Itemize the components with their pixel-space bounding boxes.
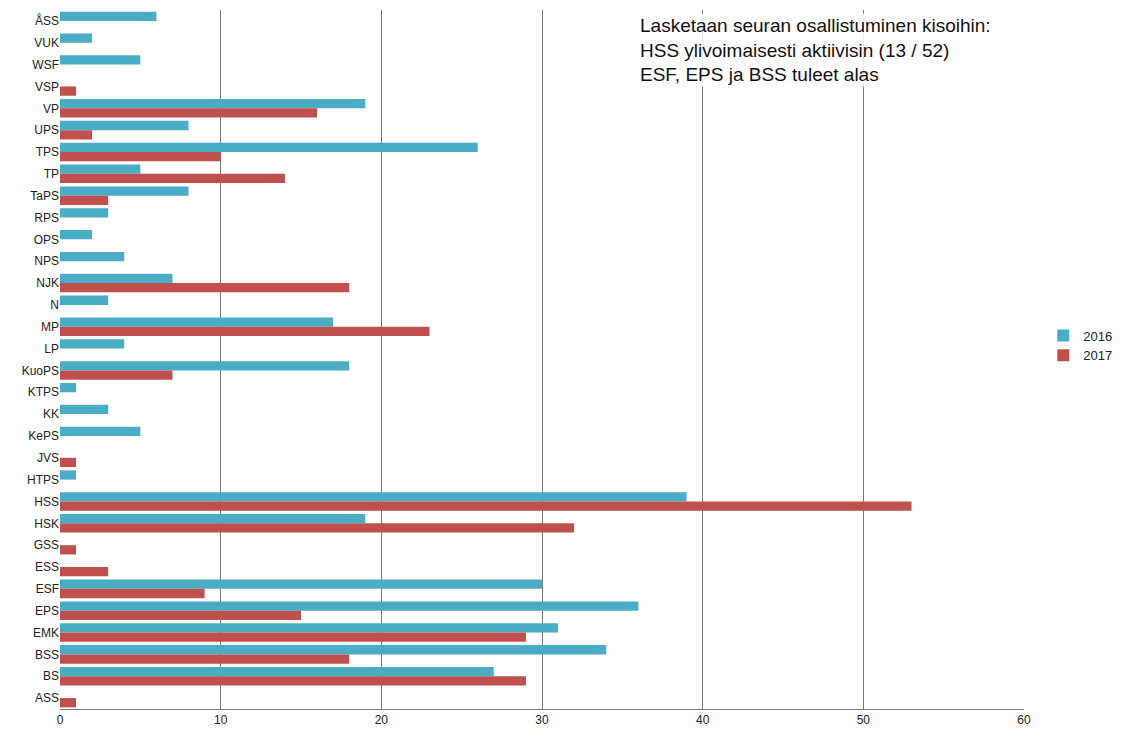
svg-text:EMK: EMK [33, 626, 59, 640]
svg-text:Lasketaan seuran osallistumine: Lasketaan seuran osallistuminen kisoihin… [640, 15, 991, 85]
svg-text:OPS: OPS [34, 233, 59, 247]
svg-text:ASS: ASS [35, 691, 59, 705]
svg-text:UPS: UPS [34, 123, 59, 137]
svg-text:TaPS: TaPS [30, 189, 59, 203]
svg-text:ESS: ESS [35, 560, 59, 574]
svg-text:HSK: HSK [34, 517, 59, 531]
svg-text:RPS: RPS [34, 211, 59, 225]
svg-text:NJK: NJK [36, 276, 59, 290]
svg-text:30: 30 [535, 713, 549, 727]
svg-text:VP: VP [43, 102, 59, 116]
svg-text:VUK: VUK [34, 36, 59, 50]
svg-text:EPS: EPS [35, 604, 59, 618]
svg-text:40: 40 [696, 713, 710, 727]
svg-text:TPS: TPS [36, 145, 59, 159]
svg-text:10: 10 [214, 713, 228, 727]
svg-text:2017: 2017 [1083, 348, 1112, 363]
svg-text:KK: KK [43, 407, 59, 421]
svg-text:LP: LP [44, 342, 59, 356]
svg-text:HSS: HSS [34, 495, 59, 509]
svg-text:0: 0 [57, 713, 64, 727]
svg-text:WSF: WSF [32, 58, 59, 72]
svg-text:TP: TP [44, 167, 59, 181]
svg-text:JVS: JVS [37, 451, 59, 465]
svg-text:20: 20 [375, 713, 389, 727]
svg-text:MP: MP [41, 320, 59, 334]
svg-text:ÅSS: ÅSS [35, 13, 59, 28]
svg-text:KePS: KePS [28, 429, 59, 443]
svg-text:ESF: ESF [36, 582, 59, 596]
svg-text:KuoPS: KuoPS [22, 364, 59, 378]
svg-text:HTPS: HTPS [27, 473, 59, 487]
svg-text:NPS: NPS [34, 254, 59, 268]
svg-text:50: 50 [857, 713, 871, 727]
svg-text:N: N [50, 298, 59, 312]
svg-text:BS: BS [43, 669, 59, 683]
svg-text:VSP: VSP [35, 80, 59, 94]
svg-text:BSS: BSS [35, 648, 59, 662]
svg-text:KTPS: KTPS [28, 385, 59, 399]
svg-text:GSS: GSS [34, 538, 59, 552]
svg-text:2016: 2016 [1083, 329, 1112, 344]
svg-text:60: 60 [1017, 713, 1031, 727]
